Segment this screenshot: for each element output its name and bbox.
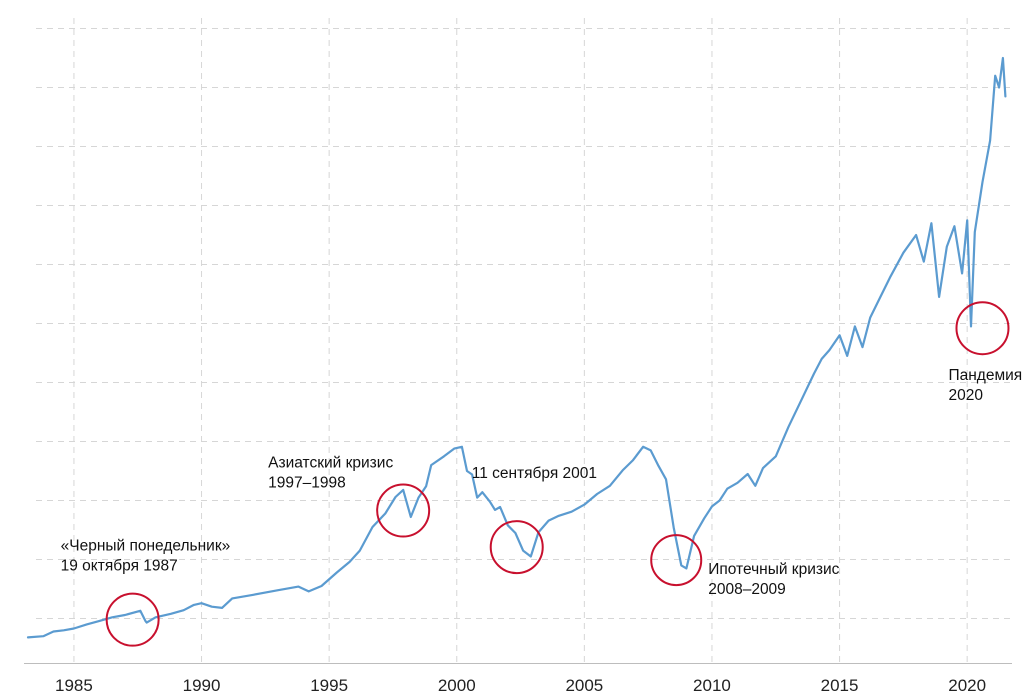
annotation-circle: [489, 520, 544, 575]
x-tick-label: 1985: [55, 676, 93, 695]
annotation-circle: [955, 301, 1010, 356]
annotation-label: Пандемия: [948, 367, 1022, 384]
annotation-circle: [650, 534, 703, 587]
x-axis: 1985 1990 1995 2000 2005 2010 2015 2020: [24, 663, 1012, 695]
annotation-label: «Черный понедельник»: [61, 538, 231, 555]
x-tick-label: 2010: [693, 676, 731, 695]
annotation-circle: [105, 592, 160, 647]
x-tick-label: 1995: [310, 676, 348, 695]
annotation-label: 11 сентября 2001: [472, 465, 597, 482]
x-tick-label: 2020: [948, 676, 986, 695]
x-tick-label: 2005: [565, 676, 603, 695]
x-tick-label: 2015: [821, 676, 859, 695]
x-tick-label: 1990: [183, 676, 221, 695]
annotation-label: Ипотечный кризис: [708, 561, 839, 578]
annotation-label: 2020: [948, 387, 983, 404]
annotation-label: 1997–1998: [268, 475, 346, 492]
grid: [36, 18, 1012, 664]
annotation-label: 2008–2009: [708, 581, 786, 598]
x-tick-label: 2000: [438, 676, 476, 695]
annotation-circle: [376, 483, 431, 538]
annotation-label: 19 октября 1987: [61, 558, 178, 575]
series-line: [26, 56, 1007, 639]
annotations: «Черный понедельник» 19 октября 1987 Азиат…: [61, 301, 1022, 647]
annotation-label: Азиатский кризис: [268, 455, 393, 472]
series-layer: [26, 56, 1007, 639]
